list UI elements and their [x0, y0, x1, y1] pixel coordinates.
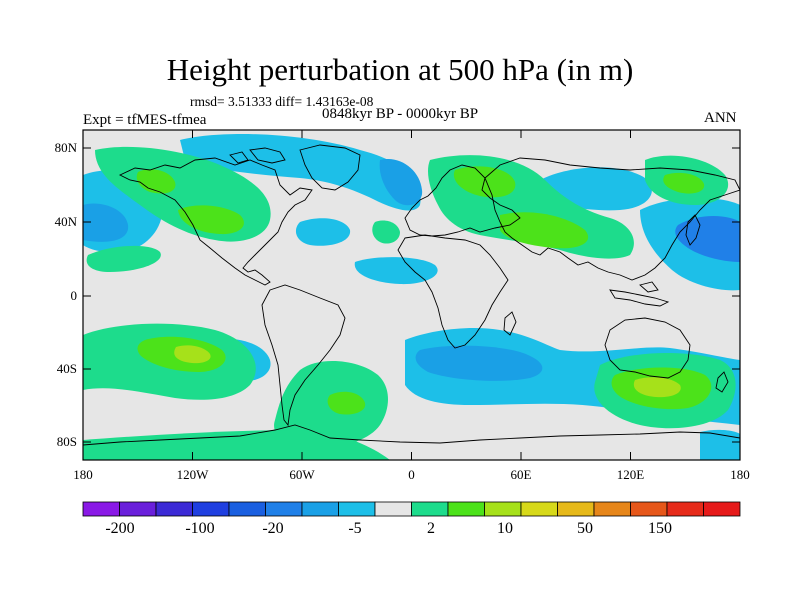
contour-tropical-atlantic-blue [354, 257, 438, 285]
contour-s-indian-green-core [633, 377, 681, 398]
height-contours [83, 134, 740, 460]
contour-s-atlantic-green-core [327, 391, 366, 415]
experiment-label: Expt = tfMES-tfmea [83, 112, 207, 128]
coastline-greenland [299, 144, 361, 191]
lat-labels: 80N 40N 0 40S 80S [55, 140, 78, 449]
colorbar-label: 2 [427, 520, 435, 537]
coastline-south-america [261, 284, 346, 427]
contour-alaska-green-core [136, 169, 176, 194]
plot-title: Height perturbation at 500 hPa (in m) [166, 52, 634, 87]
contour-eurasia-green-core [500, 212, 589, 249]
lon-label: 0 [408, 467, 415, 482]
lat-label: 0 [71, 288, 78, 303]
lon-label: 120W [177, 467, 210, 482]
colorbar-swatch [593, 501, 631, 517]
contour-n-atlantic-blue [295, 218, 351, 246]
contour-greenland-blue [379, 159, 423, 206]
colorbar-labels: -200 -100 -20 -5 2 10 50 150 [105, 520, 672, 537]
colorbar-label: 50 [577, 520, 593, 537]
coastline-madagascar [503, 311, 517, 336]
lon-label: 60E [511, 467, 532, 482]
colorbar-swatch [301, 501, 339, 517]
map-plot-area [83, 130, 740, 460]
colorbar-label: -20 [262, 520, 283, 537]
period-label: 0848kyr BP - 0000kyr BP [322, 106, 479, 122]
colorbar-swatch [630, 501, 668, 517]
colorbar-swatch [119, 501, 157, 517]
lon-label: 120E [617, 467, 645, 482]
season-label: ANN [704, 110, 737, 126]
lat-axis [83, 147, 740, 443]
coastline-arctic-islands [229, 147, 286, 164]
contour-n-america-green-core [178, 205, 244, 235]
colorbar-swatch [192, 501, 230, 517]
colorbar-label: 150 [648, 520, 672, 537]
coastline-indonesia [609, 281, 670, 307]
colorbar-swatch [520, 501, 558, 517]
colorbar-swatch [411, 501, 449, 517]
contour-w-antarctic-blue [700, 429, 740, 460]
coastline-new-zealand [715, 371, 729, 393]
colorbar-swatch [484, 501, 522, 517]
coastline-africa [397, 234, 509, 349]
colorbar-swatch [82, 501, 120, 517]
lon-label: 180 [73, 467, 93, 482]
lat-label: 40S [57, 361, 77, 376]
coastline-europe [404, 164, 521, 237]
coastline-antarctica [83, 424, 740, 446]
contour-ne-pacific-green [86, 245, 161, 272]
lon-label: 60W [289, 467, 315, 482]
contour-scandinavia-green-core [453, 166, 516, 198]
lon-labels: 180 120W 60W 0 60E 120E 180 [73, 467, 750, 482]
colorbar-swatch [374, 501, 412, 517]
contour-south-pacific-green-core [174, 345, 211, 364]
contour-siberia-green-core [663, 172, 705, 194]
lat-label: 80N [55, 140, 78, 155]
stats-label: rmsd= 3.51333 diff= 1.43163e-08 [190, 94, 374, 109]
contour-atlantic-green [372, 220, 400, 244]
coastline-australia [604, 317, 691, 379]
colorbar-swatch [703, 501, 741, 517]
colorbar-swatch [265, 501, 303, 517]
contour-southern-blue-core [415, 345, 543, 381]
coastline-asia [484, 157, 740, 281]
lat-label: 40N [55, 214, 78, 229]
colorbar-label: 10 [497, 520, 513, 537]
colorbar-swatch [447, 501, 485, 517]
colorbar-swatch [155, 501, 193, 517]
coastline-japan [685, 214, 701, 246]
coastline-north-america [118, 157, 313, 286]
contour-arctic-canada-blue [180, 134, 421, 211]
contour-antarctic-green [83, 430, 390, 460]
contour-nw-pacific-blue-core [83, 203, 129, 242]
contour-japan-blue-core [675, 216, 740, 262]
lat-label: 80S [57, 434, 77, 449]
colorbar-label: -5 [348, 520, 361, 537]
colorbar-swatch [666, 501, 704, 517]
coastlines [83, 144, 740, 446]
lon-axis [82, 130, 741, 460]
colorbar-label: -100 [185, 520, 214, 537]
colorbar-swatch [228, 501, 266, 517]
colorbar [82, 501, 741, 517]
colorbar-swatch [557, 501, 595, 517]
colorbar-swatch [338, 501, 376, 517]
lon-label: 180 [730, 467, 750, 482]
colorbar-label: -200 [105, 520, 134, 537]
